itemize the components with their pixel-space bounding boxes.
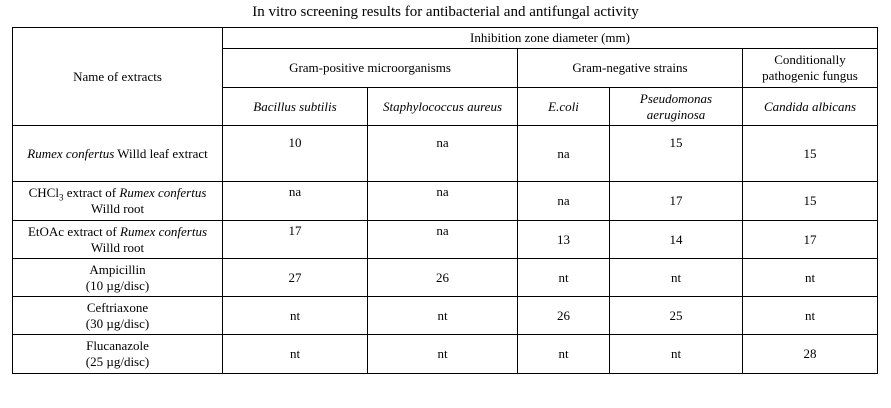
extract-name-cell: CHCl3 extract of Rumex confertus Willd r… [12, 181, 223, 221]
value-cell: nt [517, 334, 610, 374]
value-text: 10 [288, 135, 302, 150]
value-cell: na [517, 125, 610, 182]
value-cell: na [367, 181, 518, 221]
extract-name-pre: CHCl [28, 185, 59, 200]
value-cell: 17 [741, 220, 879, 259]
gram-negative-header: Gram-negative strains [517, 48, 743, 88]
table-row: EtOAc extract of Rumex confertus Willd r… [12, 220, 879, 259]
extract-name-line: Ampicillin [89, 261, 146, 277]
table-row: Rumex confertus Willd leaf extract 10 na… [12, 125, 879, 182]
value-cell: nt [609, 258, 743, 297]
extract-dose-line: (10 µg/disc) [85, 277, 150, 293]
value-cell: 25 [609, 296, 743, 335]
extract-species: Rumex confertus [119, 185, 207, 200]
extract-name-pre: EtOAc extract of [27, 223, 121, 239]
value-cell: na [367, 220, 518, 259]
value-cell: 14 [609, 220, 743, 259]
value-cell: nt [741, 296, 879, 335]
value-cell: 27 [222, 258, 368, 297]
extract-name-rest: Willd leaf extract [114, 145, 208, 161]
extract-name-cell: Ceftriaxone (30 µg/disc) [12, 296, 223, 335]
strain-header: Pseudomonas aeruginosa [609, 87, 743, 126]
strain-header: Candida albicans [741, 87, 879, 126]
table-row: Ampicillin (10 µg/disc) 27 26 nt nt nt [12, 258, 879, 297]
extract-dose-line: (30 µg/disc) [85, 315, 150, 331]
value-cell: nt [367, 296, 518, 335]
value-cell: 13 [517, 220, 610, 259]
value-cell: nt [517, 258, 610, 297]
extract-species: Rumex confertus [27, 145, 115, 161]
value-cell: nt [741, 258, 879, 297]
value-cell: 10 [222, 125, 368, 182]
extract-species: Rumex confertus [120, 223, 208, 239]
value-cell: 26 [367, 258, 518, 297]
header-row-2: Gram-positive microorganisms Gram-negati… [13, 48, 879, 88]
value-cell: na [222, 181, 368, 221]
value-cell: 17 [609, 181, 743, 221]
table-row: Ceftriaxone (30 µg/disc) nt nt 26 25 nt [12, 296, 879, 335]
value-cell: 15 [741, 125, 879, 182]
value-cell: 15 [741, 181, 879, 221]
value-text: na [436, 184, 449, 199]
extract-name-line: Ceftriaxone [86, 299, 149, 315]
extract-name-line: Flucanazole [86, 338, 149, 353]
inhibition-zone-header: Inhibition zone diameter (mm) [221, 27, 879, 49]
name-of-extracts-header: Name of extracts [12, 27, 223, 126]
fungus-header: Conditionally pathogenic fungus [741, 48, 879, 88]
value-cell: 17 [222, 220, 368, 259]
table-caption: In vitro screening results for antibacte… [252, 4, 639, 20]
value-cell: na [367, 125, 518, 182]
value-text: na [436, 135, 449, 150]
value-text: na [288, 184, 302, 199]
value-cell: nt [222, 334, 368, 374]
value-cell: nt [367, 334, 518, 374]
value-cell: na [517, 181, 610, 221]
extract-name-cell: Flucanazole (25 µg/disc) [12, 334, 223, 374]
extract-name-rest: Willd root [90, 239, 145, 255]
value-cell: nt [609, 334, 743, 374]
header-row-1: Name of extracts Inhibition zone diamete… [12, 27, 879, 126]
table-row: CHCl3 extract of Rumex confertus Willd r… [12, 181, 879, 221]
value-text: 15 [669, 135, 683, 150]
value-cell: 26 [517, 296, 610, 335]
results-table: Name of extracts Inhibition zone diamete… [12, 27, 879, 374]
table-row: Flucanazole (25 µg/disc) nt nt nt nt 28 [12, 334, 879, 374]
extract-name-cell: EtOAc extract of Rumex confertus Willd r… [12, 220, 223, 259]
gram-positive-header: Gram-positive microorganisms [222, 48, 518, 88]
value-text: na [436, 223, 449, 238]
strain-header: Staphylococcus aureus [367, 87, 518, 126]
value-text: 17 [288, 223, 302, 238]
extract-name-rest: Willd root [90, 201, 145, 216]
value-cell: 28 [741, 334, 879, 374]
subscript: 3 [58, 192, 64, 203]
strain-header: E.coli [517, 87, 610, 126]
header-row-3: Bacillus subtilis Staphylococcus aureus … [13, 87, 879, 126]
extract-name-cell: Rumex confertus Willd leaf extract [12, 125, 223, 182]
strain-header: Bacillus subtilis [222, 87, 368, 126]
value-cell: nt [222, 296, 368, 335]
extract-name-mid: extract of [63, 185, 120, 200]
extract-dose-line: (25 µg/disc) [85, 354, 150, 369]
extract-name-cell: Ampicillin (10 µg/disc) [12, 258, 223, 297]
value-cell: 15 [609, 125, 743, 182]
